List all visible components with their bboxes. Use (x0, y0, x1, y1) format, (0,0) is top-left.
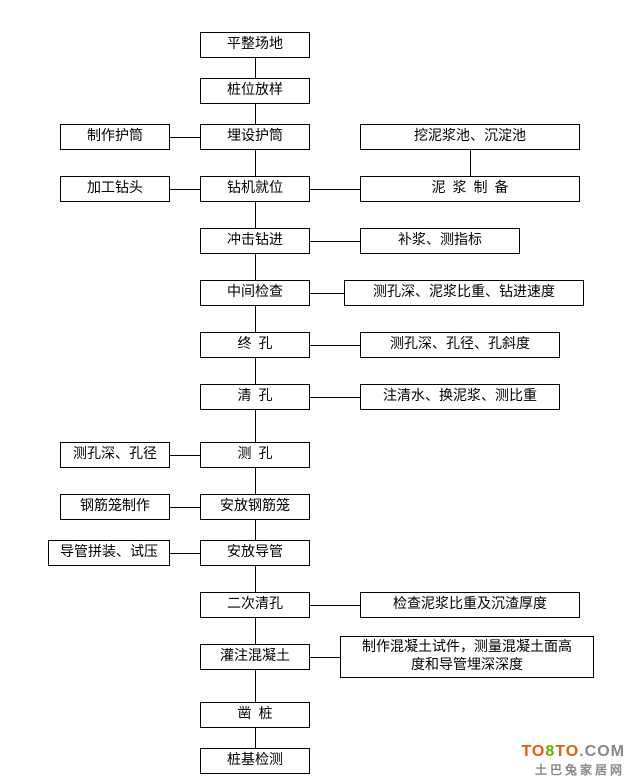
flow-edge (255, 618, 256, 644)
flow-edge (170, 553, 200, 554)
flow-node-n4: 钻机就位 (200, 176, 310, 202)
flow-node-n5: 冲击钻进 (200, 228, 310, 254)
flow-edge (255, 358, 256, 384)
flow-node-n13r: 制作混凝土试件，测量混凝土面高 度和导管埋深深度 (340, 636, 594, 678)
flow-node-n9l: 测孔深、孔径 (60, 442, 170, 468)
flow-node-n4r: 泥 浆 制 备 (360, 176, 580, 202)
flow-edge (310, 605, 360, 606)
flow-edge (255, 58, 256, 78)
flow-node-n7: 终 孔 (200, 332, 310, 358)
flow-edge (310, 293, 344, 294)
flow-node-n10l: 钢筋笼制作 (60, 494, 170, 520)
flow-edge (470, 150, 471, 176)
flow-edge (170, 137, 200, 138)
flow-node-n7r: 测孔深、孔径、孔斜度 (360, 332, 560, 358)
flow-node-n6r: 测孔深、泥浆比重、钻进速度 (344, 280, 584, 306)
flow-edge (310, 397, 360, 398)
flow-edge (310, 657, 340, 658)
flow-node-n3l: 制作护筒 (60, 124, 170, 150)
flow-node-n6: 中间检查 (200, 280, 310, 306)
flow-edge (255, 728, 256, 748)
flow-edge (255, 104, 256, 124)
flow-edge (255, 468, 256, 494)
flow-edge (255, 410, 256, 442)
flow-node-n3r: 挖泥浆池、沉淀池 (360, 124, 580, 150)
flow-node-n5r: 补浆、测指标 (360, 228, 520, 254)
flow-node-n4l: 加工钻头 (60, 176, 170, 202)
flow-node-n12: 二次清孔 (200, 592, 310, 618)
flow-node-n10: 安放钢筋笼 (200, 494, 310, 520)
flow-node-n3: 埋设护筒 (200, 124, 310, 150)
flow-edge (310, 241, 360, 242)
flow-edge (170, 507, 200, 508)
watermark-line2: 土巴兔家居网 (521, 761, 625, 778)
flow-edge (255, 202, 256, 228)
flow-node-n1: 平整场地 (200, 32, 310, 58)
flow-node-n11l: 导管拼装、试压 (48, 540, 170, 566)
flow-edge (255, 520, 256, 540)
flow-node-n11: 安放导管 (200, 540, 310, 566)
flow-edge (170, 189, 200, 190)
flow-edge (310, 189, 360, 190)
flow-edge (255, 670, 256, 702)
flow-edge (170, 455, 200, 456)
flow-node-n12r: 检查泥浆比重及沉渣厚度 (360, 592, 580, 618)
flow-edge (255, 566, 256, 592)
watermark-line1: TO8TO.COM (521, 743, 625, 761)
flow-node-n13: 灌注混凝土 (200, 644, 310, 670)
watermark: TO8TO.COM 土巴兔家居网 (521, 743, 625, 778)
flow-edge (310, 345, 360, 346)
flow-node-n15: 桩基检测 (200, 748, 310, 774)
flow-node-n8: 清 孔 (200, 384, 310, 410)
flow-node-n2: 桩位放样 (200, 78, 310, 104)
flow-node-n9: 测 孔 (200, 442, 310, 468)
flow-node-n8r: 注清水、换泥浆、测比重 (360, 384, 560, 410)
flow-edge (255, 306, 256, 332)
flow-edge (255, 150, 256, 176)
flow-node-n14: 凿 桩 (200, 702, 310, 728)
flow-edge (255, 254, 256, 280)
